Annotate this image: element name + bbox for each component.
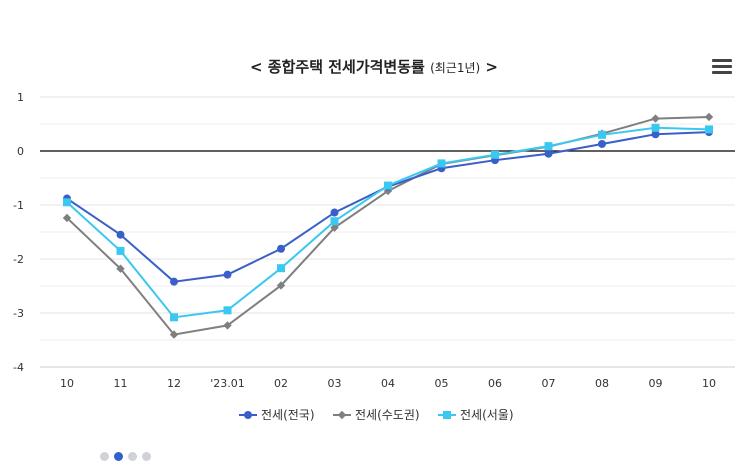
data-point[interactable] [330, 217, 339, 226]
data-point[interactable] [116, 264, 125, 273]
series-lines [62, 112, 714, 339]
data-point[interactable] [384, 181, 392, 190]
data-point[interactable] [491, 150, 499, 159]
data-point[interactable] [223, 306, 232, 315]
legend-marker[interactable] [337, 410, 347, 420]
pager-dot[interactable] [128, 452, 137, 461]
data-point[interactable] [277, 264, 285, 273]
y-tick-label: -4 [13, 361, 24, 374]
series-line [66, 126, 710, 319]
data-point[interactable] [651, 130, 660, 139]
data-point[interactable] [116, 230, 125, 239]
pager-dot[interactable] [100, 452, 109, 461]
y-tick-label: -3 [13, 307, 24, 320]
x-tick-label: 11 [114, 377, 128, 390]
chart-container: < 종합주택 전세가격변동률 (최근1년) > 1 0 -1 -2 -3 -4 10 11 12… [13, 58, 735, 461]
legend-label: 전세(서울) [460, 408, 514, 422]
x-tick-label: 06 [488, 377, 502, 390]
data-point[interactable] [63, 198, 71, 207]
legend-item[interactable]: 전세(전국) [239, 408, 315, 422]
legend-marker[interactable] [244, 411, 252, 419]
data-point[interactable] [598, 130, 606, 139]
data-point[interactable] [170, 277, 178, 286]
carousel-pager [100, 446, 156, 461]
x-tick-label: 07 [542, 377, 556, 390]
data-point[interactable] [170, 313, 178, 322]
pager-dot[interactable] [142, 452, 151, 461]
x-tick-label: 05 [435, 377, 449, 390]
y-tick-label: -2 [13, 253, 24, 266]
legend-label: 전세(전국) [261, 408, 315, 422]
axis-labels: 10-1-2-3-410 11 12'23.01 02 03 04 05 06 07 08 09 10 [13, 91, 716, 390]
x-tick-label: 04 [381, 377, 395, 390]
data-point[interactable] [651, 123, 660, 132]
data-point[interactable] [223, 270, 232, 279]
series-1 [62, 112, 714, 339]
legend-marker[interactable] [443, 411, 451, 419]
data-point[interactable] [223, 321, 232, 330]
x-tick-label: 10 [60, 377, 74, 390]
y-tick-label: 1 [17, 91, 24, 104]
legend[interactable]: 전세(전국) 전세(수도권) 전세(서울) [239, 408, 514, 422]
data-point[interactable] [330, 208, 339, 217]
line-chart: < 종합주택 전세가격변동률 (최근1년) > 10-1-2-3-410 11 12… [13, 58, 735, 422]
x-tick-label: 03 [328, 377, 342, 390]
legend-label: 전세(수도권) [355, 408, 420, 422]
series-0 [63, 128, 713, 286]
data-point[interactable] [62, 213, 72, 223]
data-point[interactable] [544, 149, 553, 158]
data-point[interactable] [544, 142, 553, 151]
x-tick-label: 12 [167, 377, 181, 390]
data-point[interactable] [116, 246, 125, 255]
legend-item[interactable]: 전세(수도권) [333, 408, 420, 422]
grid-lines [40, 96, 735, 368]
y-tick-label: -1 [13, 199, 24, 212]
data-point[interactable] [704, 112, 714, 122]
data-point[interactable] [169, 330, 179, 339]
data-point[interactable] [705, 125, 713, 134]
x-tick-label: 10 [702, 377, 716, 390]
x-tick-label: '23.01 [210, 377, 245, 390]
x-tick-label: 08 [595, 377, 609, 390]
y-tick-label: 0 [17, 145, 24, 158]
data-point[interactable] [437, 159, 446, 168]
hamburger-menu-icon[interactable] [712, 59, 732, 77]
data-point[interactable] [277, 244, 285, 253]
data-point[interactable] [276, 281, 286, 290]
data-point[interactable] [598, 139, 606, 148]
x-tick-label: 02 [274, 377, 288, 390]
data-point[interactable] [651, 114, 660, 123]
legend-item[interactable]: 전세(서울) [438, 408, 514, 422]
x-tick-label: 09 [649, 377, 663, 390]
data-point[interactable] [330, 223, 339, 232]
series-line [66, 115, 710, 336]
series-2 [63, 123, 713, 322]
chart-title: < 종합주택 전세가격변동률 (최근1년) > [250, 58, 498, 76]
pager-dot[interactable] [114, 452, 123, 461]
